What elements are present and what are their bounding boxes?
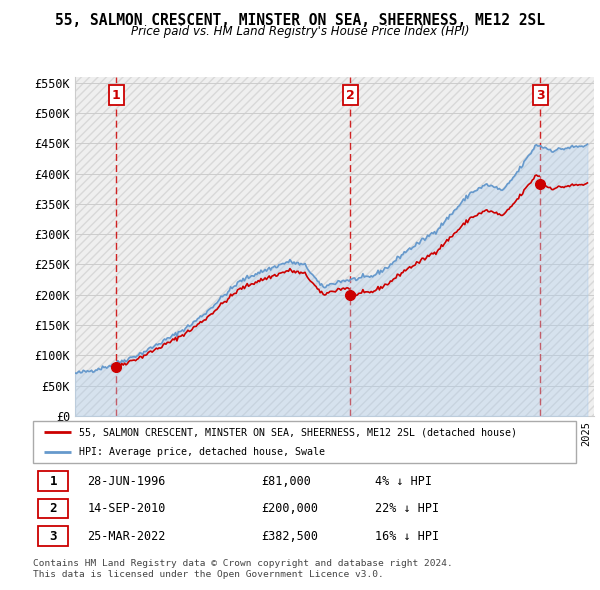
Text: 16% ↓ HPI: 16% ↓ HPI [375,530,439,543]
Text: Contains HM Land Registry data © Crown copyright and database right 2024.: Contains HM Land Registry data © Crown c… [33,559,453,568]
Text: 1: 1 [50,474,57,487]
Text: 2: 2 [50,502,57,515]
Text: £81,000: £81,000 [261,474,311,487]
Text: £382,500: £382,500 [261,530,318,543]
Bar [38,499,68,519]
Text: 3: 3 [50,530,57,543]
Text: 22% ↓ HPI: 22% ↓ HPI [375,502,439,515]
Text: 25-MAR-2022: 25-MAR-2022 [88,530,166,543]
Text: 4% ↓ HPI: 4% ↓ HPI [375,474,432,487]
Text: HPI: Average price, detached house, Swale: HPI: Average price, detached house, Swal… [79,447,325,457]
Text: This data is licensed under the Open Government Licence v3.0.: This data is licensed under the Open Gov… [33,570,384,579]
Text: 3: 3 [536,88,544,101]
Bar [38,471,68,491]
Text: 14-SEP-2010: 14-SEP-2010 [88,502,166,515]
Text: 2: 2 [346,88,355,101]
Text: 55, SALMON CRESCENT, MINSTER ON SEA, SHEERNESS, ME12 2SL: 55, SALMON CRESCENT, MINSTER ON SEA, SHE… [55,13,545,28]
Text: 28-JUN-1996: 28-JUN-1996 [88,474,166,487]
Text: 55, SALMON CRESCENT, MINSTER ON SEA, SHEERNESS, ME12 2SL (detached house): 55, SALMON CRESCENT, MINSTER ON SEA, SHE… [79,427,517,437]
Text: 1: 1 [112,88,121,101]
Text: Price paid vs. HM Land Registry's House Price Index (HPI): Price paid vs. HM Land Registry's House … [131,25,469,38]
Bar [38,526,68,546]
Text: £200,000: £200,000 [261,502,318,515]
